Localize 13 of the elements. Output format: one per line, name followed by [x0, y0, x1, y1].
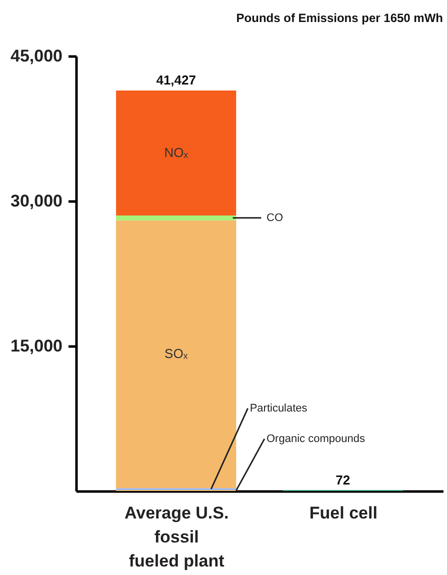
text: Particulates [250, 402, 308, 414]
chart-title: Pounds of Emissions per 1650 mWh [236, 11, 443, 25]
y-tick-label: 15,000 [10, 336, 62, 356]
y-tick-label: 30,000 [10, 192, 62, 210]
x-tick-label: Average U.S. fossil fueled plant [124, 504, 229, 570]
x-tick-label: Fuel cell [309, 504, 378, 522]
text: CO [266, 212, 284, 224]
total-label: 72 [336, 472, 350, 488]
total-label: 41,427 [156, 72, 196, 88]
series-label: NOₓ [164, 145, 189, 160]
y-tick-label: 45,000 [10, 46, 62, 66]
series-label: SOₓ [164, 346, 188, 362]
text: Organic compounds [266, 432, 366, 445]
